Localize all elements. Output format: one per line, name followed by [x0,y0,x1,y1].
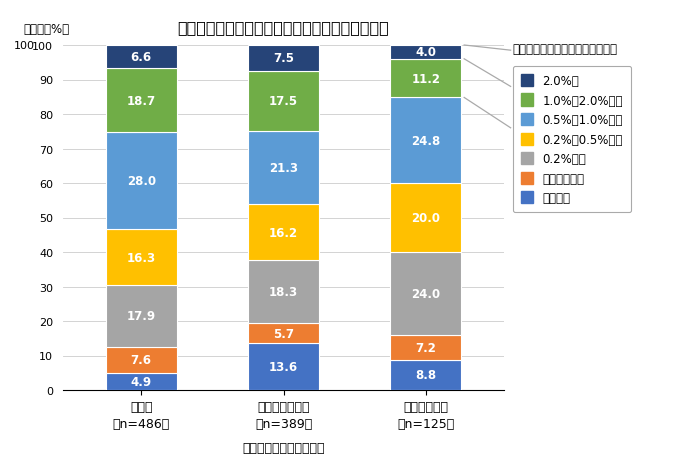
Text: 24.8: 24.8 [411,134,440,147]
Text: 21.3: 21.3 [269,162,298,175]
Text: 11.2: 11.2 [412,73,440,85]
Text: 6.6: 6.6 [131,51,152,64]
Bar [106,373,177,390]
X-axis label: （借換後の金利タイプ）: （借換後の金利タイプ） [242,441,325,454]
Bar [248,324,319,343]
Text: 4.9: 4.9 [131,375,152,388]
Text: 17.5: 17.5 [269,95,298,108]
Text: 20.0: 20.0 [412,212,440,224]
Bar [390,335,461,360]
Bar [390,184,461,252]
Bar [248,132,319,205]
Text: 7.6: 7.6 [131,354,152,367]
Text: 8.8: 8.8 [415,369,436,381]
Text: 7.2: 7.2 [415,341,436,354]
Text: 28.0: 28.0 [127,175,156,188]
Text: 18.3: 18.3 [269,285,298,299]
Bar [248,261,319,324]
Bar [390,252,461,335]
Text: 4.0: 4.0 [415,46,436,59]
Text: 16.2: 16.2 [269,226,298,239]
Bar [106,347,177,373]
Text: 24.0: 24.0 [411,287,440,300]
Bar [248,45,319,71]
Bar [106,285,177,347]
Title: 借換による金利の変化（借換後の金利タイプ別）: 借換による金利の変化（借換後の金利タイプ別） [178,20,389,35]
Text: 5.7: 5.7 [273,327,294,340]
Bar [106,230,177,285]
Bar [390,360,461,390]
Bar [390,98,461,184]
Bar [248,205,319,261]
Text: 13.6: 13.6 [269,360,298,373]
Text: （借換前の金利－借換後の金利）: （借換前の金利－借換後の金利） [513,43,618,56]
Text: （構成比%）: （構成比%） [23,22,69,35]
Bar [248,71,319,132]
Bar [390,46,461,60]
Bar [106,68,177,133]
Bar [390,60,461,98]
Bar [248,343,319,390]
Text: 17.9: 17.9 [127,310,156,323]
Text: 16.3: 16.3 [127,251,156,264]
Legend: 2.0%超, 1.0%超2.0%以下, 0.5%超1.0%以下, 0.2%超0.5%以下, 0.2%以下, 金利変化なし, 金利上昇: 2.0%超, 1.0%超2.0%以下, 0.5%超1.0%以下, 0.2%超0.… [513,67,631,213]
Text: 100: 100 [13,41,34,51]
Text: 7.5: 7.5 [273,52,294,65]
Bar [106,133,177,230]
Bar [106,46,177,68]
Text: 18.7: 18.7 [127,94,156,107]
